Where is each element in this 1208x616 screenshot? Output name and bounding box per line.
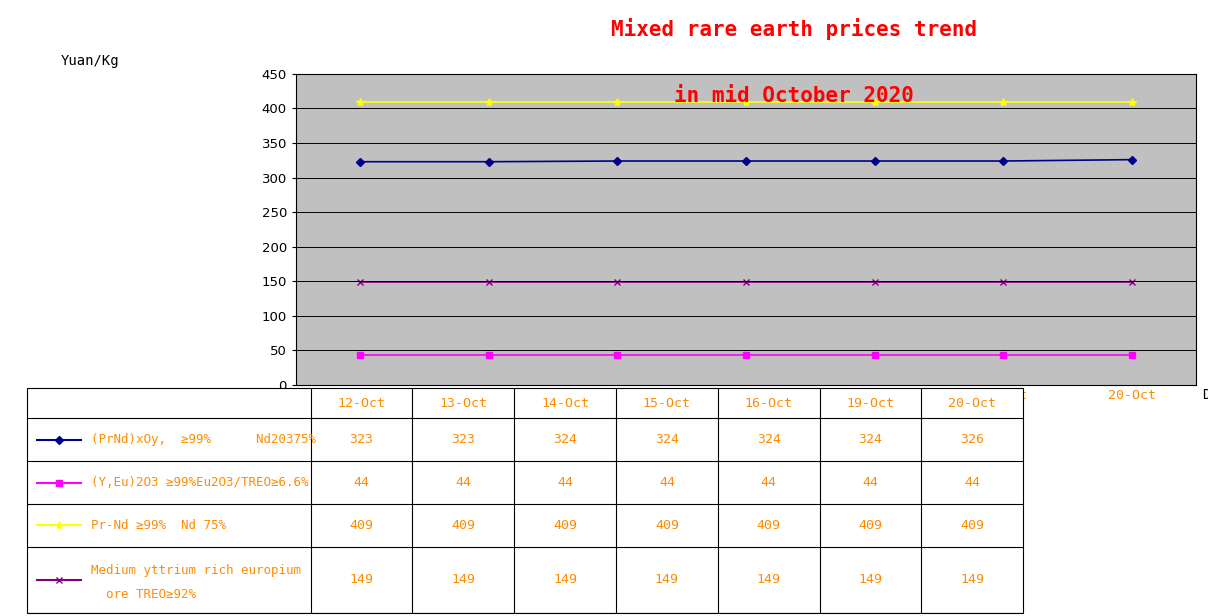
Text: 12-Oct: 12-Oct bbox=[337, 397, 385, 410]
Text: 409: 409 bbox=[655, 519, 679, 532]
Text: 44: 44 bbox=[557, 476, 573, 489]
Text: 149: 149 bbox=[655, 573, 679, 586]
Text: 44: 44 bbox=[863, 476, 878, 489]
Text: Date: Date bbox=[1202, 388, 1208, 402]
Text: 13-Oct: 13-Oct bbox=[440, 397, 487, 410]
Text: (Y,Eu)2O3 ≥99%Eu2O3/TREO≥6.6%: (Y,Eu)2O3 ≥99%Eu2O3/TREO≥6.6% bbox=[92, 476, 309, 489]
Text: 149: 149 bbox=[859, 573, 883, 586]
Text: 149: 149 bbox=[756, 573, 780, 586]
Text: 409: 409 bbox=[553, 519, 577, 532]
Text: Medium yttrium rich europium: Medium yttrium rich europium bbox=[92, 564, 301, 577]
Text: 323: 323 bbox=[349, 433, 373, 447]
Text: 15-Oct: 15-Oct bbox=[643, 397, 691, 410]
Text: 324: 324 bbox=[756, 433, 780, 447]
Text: 409: 409 bbox=[349, 519, 373, 532]
Text: 409: 409 bbox=[452, 519, 475, 532]
Text: 409: 409 bbox=[859, 519, 883, 532]
Text: Pr-Nd ≥99%  Nd 75%: Pr-Nd ≥99% Nd 75% bbox=[92, 519, 226, 532]
Text: 409: 409 bbox=[756, 519, 780, 532]
Text: 149: 149 bbox=[553, 573, 577, 586]
Text: 324: 324 bbox=[553, 433, 577, 447]
Text: 326: 326 bbox=[960, 433, 985, 447]
Text: 149: 149 bbox=[452, 573, 475, 586]
Text: Yuan/Kg: Yuan/Kg bbox=[60, 54, 120, 68]
Text: 44: 44 bbox=[354, 476, 370, 489]
Text: 14-Oct: 14-Oct bbox=[541, 397, 590, 410]
Text: 16-Oct: 16-Oct bbox=[744, 397, 792, 410]
Text: 324: 324 bbox=[859, 433, 883, 447]
Text: 44: 44 bbox=[964, 476, 980, 489]
Text: 19-Oct: 19-Oct bbox=[847, 397, 894, 410]
Text: 149: 149 bbox=[349, 573, 373, 586]
Text: Mixed rare earth prices trend: Mixed rare earth prices trend bbox=[611, 18, 977, 41]
Text: 44: 44 bbox=[455, 476, 471, 489]
Text: 324: 324 bbox=[655, 433, 679, 447]
Text: 409: 409 bbox=[960, 519, 985, 532]
Text: 149: 149 bbox=[960, 573, 985, 586]
Text: 20-Oct: 20-Oct bbox=[948, 397, 997, 410]
Text: 323: 323 bbox=[452, 433, 475, 447]
Text: in mid October 2020: in mid October 2020 bbox=[674, 86, 914, 106]
Text: (PrNd)xOy,  ≥99%      Nd20375%: (PrNd)xOy, ≥99% Nd20375% bbox=[92, 433, 316, 447]
Text: 44: 44 bbox=[658, 476, 675, 489]
Text: 44: 44 bbox=[761, 476, 777, 489]
Text: ore TREO≥92%: ore TREO≥92% bbox=[92, 588, 197, 601]
